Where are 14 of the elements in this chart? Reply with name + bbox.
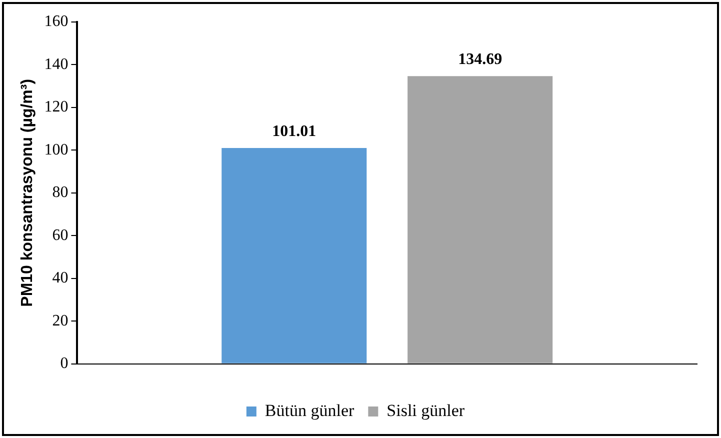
y-tick-label: 60 bbox=[52, 226, 68, 244]
y-tick-label: 100 bbox=[44, 141, 68, 158]
y-tick-label: 140 bbox=[44, 56, 68, 73]
y-axis-title: PM10 konsantrasyonu (µg/m³) bbox=[19, 78, 36, 307]
legend-label: Sisli günler bbox=[386, 400, 465, 420]
y-tick-label: 40 bbox=[52, 270, 68, 287]
data-label: 134.69 bbox=[458, 51, 502, 68]
y-tick-label: 160 bbox=[44, 13, 68, 30]
y-tick-label: 120 bbox=[44, 98, 68, 116]
data-label: 101.01 bbox=[272, 123, 316, 140]
y-tick-label: 0 bbox=[60, 355, 68, 372]
legend-label: Bütün günler bbox=[264, 400, 354, 420]
y-tick-label: 80 bbox=[52, 184, 68, 202]
y-tick-label: 20 bbox=[52, 312, 68, 330]
